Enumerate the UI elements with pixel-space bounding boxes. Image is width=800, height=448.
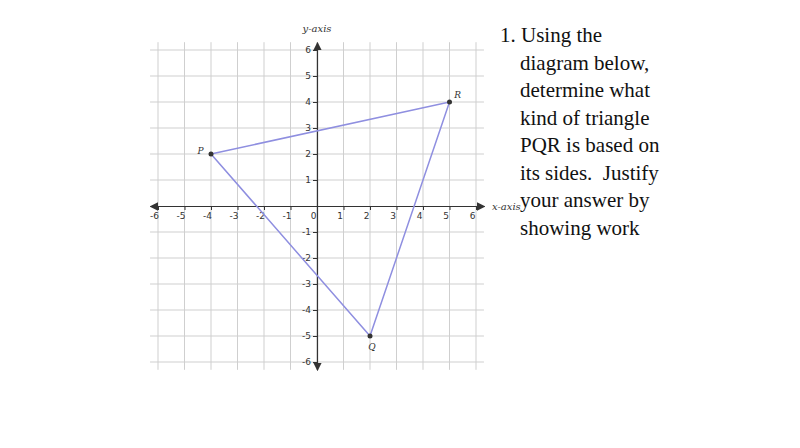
tick: 5 (305, 71, 317, 81)
tick: 6 (470, 206, 477, 221)
tick-label: 6 (305, 45, 311, 55)
tick-label: 4 (417, 211, 423, 221)
tick-label: -6 (302, 357, 311, 367)
question-line: 1. Using the (500, 23, 602, 47)
tick: -3 (302, 279, 317, 289)
tick-label: 5 (443, 211, 449, 221)
tick: 3 (390, 206, 397, 221)
tick: -4 (302, 305, 317, 315)
tick-label: -3 (302, 279, 311, 289)
tick-label: -5 (302, 331, 311, 341)
tick-label: -1 (283, 211, 292, 221)
tick-mark (313, 102, 317, 103)
point-label: Q (368, 342, 376, 352)
tick-mark (313, 154, 317, 155)
tick: -6 (302, 357, 317, 367)
tick-mark (313, 336, 317, 337)
tick: 0 (311, 206, 318, 221)
tick-mark (313, 362, 317, 363)
tick: -6 (150, 206, 159, 221)
tick-label: -2 (256, 211, 265, 221)
tick-label: -2 (302, 253, 311, 263)
tick-mark (313, 258, 317, 259)
tick-mark (238, 206, 239, 210)
tick: -5 (177, 206, 186, 221)
tick: -1 (302, 227, 317, 237)
tick-mark (423, 206, 424, 210)
tick-label: -4 (302, 305, 311, 315)
y-axis: -6-5-4-3-2-1123456 (302, 43, 317, 371)
tick: 5 (443, 206, 450, 221)
point-labels: P Q R (197, 90, 462, 352)
tick-label: 3 (390, 211, 396, 221)
tick-label: 2 (364, 211, 370, 221)
tick-label: 1 (305, 175, 311, 185)
axis-line (317, 43, 318, 371)
figure: -6-5-4-3-2-10123456-6-5-4-3-2-1123456x-a… (0, 0, 800, 448)
tick-mark (313, 310, 317, 311)
tick: 4 (417, 206, 424, 221)
question-line: PQR is based on (520, 133, 660, 157)
tick-mark (313, 76, 317, 77)
y-axis-title: y-axis (302, 23, 332, 34)
tick-mark (313, 284, 317, 285)
tick-label: 0 (311, 211, 317, 221)
tick: 2 (364, 206, 371, 221)
tick-label: -6 (150, 211, 159, 221)
tick-mark (313, 180, 317, 181)
tick: 1 (305, 175, 317, 185)
tick-mark (313, 50, 317, 51)
tick-mark (291, 206, 292, 210)
tick-mark (476, 206, 477, 210)
polygon (211, 102, 450, 336)
tick-mark (370, 206, 371, 210)
tick: 1 (337, 206, 344, 221)
question-line: its sides. Justify (520, 161, 659, 185)
x-axis-title: x-axis (492, 201, 521, 212)
tick-mark (344, 206, 345, 210)
question-line: your answer by (520, 188, 650, 212)
question-line: showing work (520, 216, 640, 240)
plot-area (209, 100, 453, 339)
point-label: P (197, 146, 205, 156)
tick: 4 (305, 97, 317, 107)
question-line: diagram below, (520, 51, 649, 75)
point-label: R (453, 90, 461, 100)
tick-mark (185, 206, 186, 210)
tick-mark (158, 206, 159, 210)
question-line: determine what (520, 78, 650, 102)
tick: -1 (283, 206, 292, 221)
tick: -3 (230, 206, 239, 221)
vertex (368, 334, 373, 339)
tick-label: -3 (230, 211, 239, 221)
tick-label: 6 (470, 211, 476, 221)
tick-label: 4 (305, 97, 311, 107)
tick: -4 (203, 206, 212, 221)
tick-mark (264, 206, 265, 210)
tick-mark (450, 206, 451, 210)
tick: 2 (305, 149, 317, 159)
vertex (447, 100, 452, 105)
tick-mark (313, 128, 317, 129)
tick-label: 5 (305, 71, 311, 81)
tick-label: 1 (337, 211, 343, 221)
tick: -5 (302, 331, 317, 341)
tick-label: -1 (302, 227, 311, 237)
tick: 6 (305, 45, 317, 55)
tick-mark (313, 232, 317, 233)
tick-label: 2 (305, 149, 311, 159)
tick-label: -4 (203, 211, 212, 221)
tick-mark (211, 206, 212, 210)
question: 1. Using the diagram below, determine what… (500, 23, 660, 240)
question-line: kind of triangle (520, 106, 649, 130)
tick-mark (397, 206, 398, 210)
vertex (209, 152, 214, 157)
tick-label: -5 (177, 211, 186, 221)
grid (150, 42, 484, 370)
